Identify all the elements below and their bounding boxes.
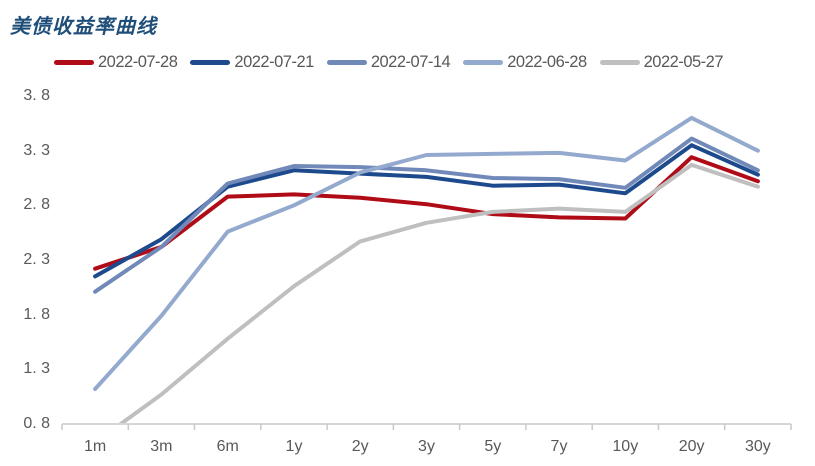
- x-axis-label-30y: 30y: [744, 438, 771, 455]
- chart-legend: 2022-07-28 2022-07-21 2022-07-14 2022-06-28…: [54, 53, 724, 72]
- legend-swatch-icon: [599, 60, 640, 65]
- series-line-2022-06-28: [93, 115, 760, 391]
- x-axis-label-7y: 7y: [550, 438, 568, 455]
- legend-label: 2022-07-14: [370, 53, 451, 71]
- x-axis: [61, 423, 792, 430]
- legend-label: 2022-05-27: [643, 53, 724, 71]
- chart-title: 美债收益率曲线: [10, 16, 157, 38]
- x-axis-label-3y: 3y: [418, 438, 435, 455]
- series-line-2022-05-27: [118, 162, 760, 423]
- legend-swatch-icon: [190, 60, 231, 65]
- y-axis-label: 2. 8: [23, 196, 50, 214]
- legend-label: 2022-07-21: [234, 53, 314, 71]
- legend-item-2022-06-28: 2022-06-28: [463, 53, 587, 72]
- x-axis-label-1y: 1y: [285, 438, 303, 455]
- legend-swatch-icon: [326, 60, 367, 65]
- y-axis-label: 3. 3: [23, 141, 50, 159]
- legend-item-2022-05-27: 2022-05-27: [599, 53, 724, 72]
- x-axis-label-10y: 10y: [612, 438, 639, 455]
- x-axis-label-1m: 1m: [83, 438, 107, 455]
- y-axis-label: 1. 3: [23, 360, 50, 378]
- y-axis-label: 0. 8: [23, 415, 50, 432]
- x-axis-label-2y: 2y: [351, 438, 369, 455]
- legend-item-2022-07-21: 2022-07-21: [190, 53, 314, 72]
- legend-item-2022-07-14: 2022-07-14: [326, 53, 451, 72]
- x-axis-label-6m: 6m: [216, 438, 239, 455]
- x-axis-label-3m: 3m: [150, 438, 173, 455]
- y-axis-label: 3. 8: [23, 87, 50, 104]
- y-axis-label: 2. 3: [23, 251, 50, 268]
- legend-item-2022-07-28: 2022-07-28: [54, 53, 178, 72]
- series-line-2022-07-14: [93, 136, 760, 294]
- legend-label: 2022-07-28: [98, 53, 178, 71]
- legend-swatch-icon: [463, 60, 504, 65]
- legend-swatch-icon: [54, 60, 94, 65]
- legend-label: 2022-06-28: [507, 53, 587, 71]
- y-axis-label: 1. 8: [23, 305, 50, 323]
- x-axis-label-5y: 5y: [484, 438, 502, 455]
- x-axis-label-20y: 20y: [678, 438, 705, 455]
